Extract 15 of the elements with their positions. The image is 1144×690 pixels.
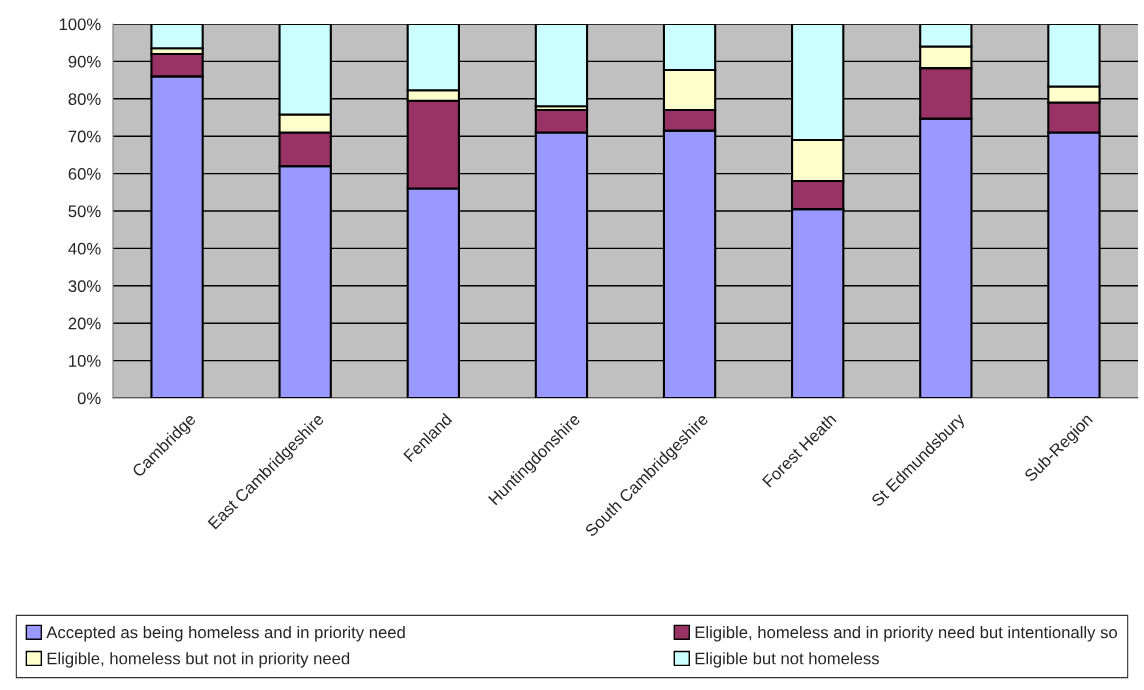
legend-label: Accepted as being homeless and in priority need <box>46 626 405 642</box>
y-tick-label: 50% <box>68 205 101 218</box>
legend-label: Eligible, homeless and in priority need but intentionally so <box>695 626 1117 642</box>
legend-label: Eligible but not homeless <box>695 652 879 668</box>
y-tick-label: 100% <box>59 18 101 31</box>
y-tick-label: 90% <box>68 55 101 68</box>
y-tick-label: 0% <box>77 392 101 405</box>
y-tick-label: 20% <box>68 317 101 330</box>
y-tick-label: 80% <box>68 93 101 105</box>
legend-label: Eligible, homeless but not in priority need <box>47 652 350 668</box>
y-tick-label: 40% <box>68 242 101 255</box>
y-tick-label: 30% <box>68 280 101 292</box>
y-tick-label: 70% <box>68 130 101 143</box>
y-tick-label: 10% <box>69 355 101 367</box>
y-tick-label: 60% <box>68 168 101 180</box>
